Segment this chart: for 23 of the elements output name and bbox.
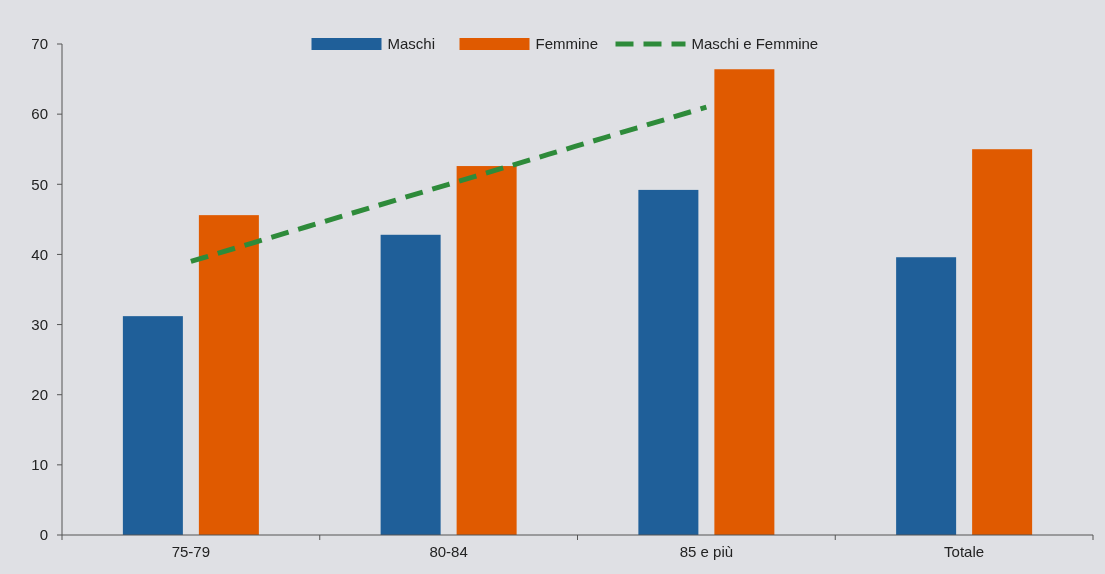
y-tick-label: 20 [31,385,48,403]
bar [380,234,441,535]
y-tick-label: 40 [31,245,48,263]
bar [714,69,775,535]
bar [456,166,517,535]
legend-label: Maschi e Femmine [691,35,819,53]
bar [896,257,957,535]
bar [198,215,259,535]
x-tick-label: 75-79 [171,543,211,560]
x-tick-label: 80-84 [429,543,468,560]
x-tick-label: Totale [944,543,985,560]
legend-label: Femmine [535,35,599,53]
bar [972,149,1033,535]
bar [122,316,183,535]
bar [638,189,699,535]
y-tick-label: 70 [31,35,48,53]
legend-label: Maschi [387,35,436,53]
x-tick-label: 85 e più [679,543,734,560]
y-tick-label: 50 [31,175,48,193]
y-tick-label: 0 [39,526,48,544]
y-tick-label: 10 [31,456,48,474]
y-tick-label: 30 [31,315,48,333]
y-tick-label: 60 [31,105,48,123]
